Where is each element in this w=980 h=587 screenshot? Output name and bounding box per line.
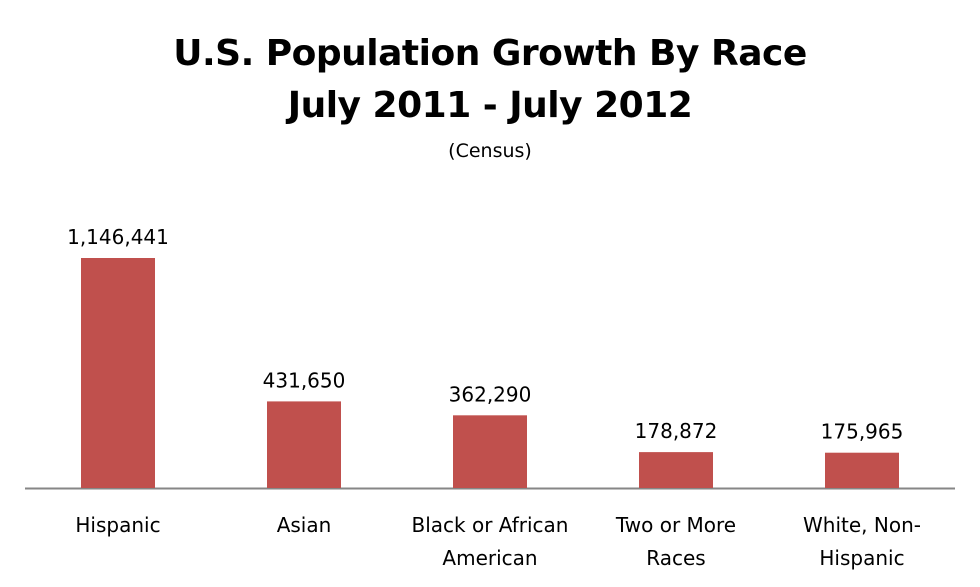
category-label-2-line-0: Black or African (411, 513, 568, 537)
chart-title-line-1: U.S. Population Growth By Race (173, 33, 807, 74)
bar-2 (453, 415, 527, 488)
chart-title-block: U.S. Population Growth By Race July 2011… (0, 28, 980, 164)
bar-4 (825, 452, 899, 488)
category-label-3-line-1: Races (646, 546, 705, 570)
category-label-0-line-0: Hispanic (75, 513, 160, 537)
category-label-4-line-0: White, Non- (803, 513, 921, 537)
bar-1 (267, 401, 341, 488)
data-label-2: 362,290 (449, 382, 532, 406)
category-label-3-line-0: Two or More (615, 513, 736, 537)
data-label-3: 178,872 (635, 419, 718, 443)
data-label-4: 175,965 (821, 420, 904, 444)
chart-title-line-2: July 2011 - July 2012 (287, 85, 693, 126)
data-label-1: 431,650 (263, 368, 346, 392)
bar-3 (639, 452, 713, 488)
category-label-4-line-1: Hispanic (819, 546, 904, 570)
chart-subtitle: (Census) (448, 140, 532, 162)
bar-0 (81, 258, 155, 488)
category-label-2-line-1: American (442, 546, 537, 570)
data-label-0: 1,146,441 (67, 225, 169, 249)
category-label-1-line-0: Asian (277, 513, 332, 537)
